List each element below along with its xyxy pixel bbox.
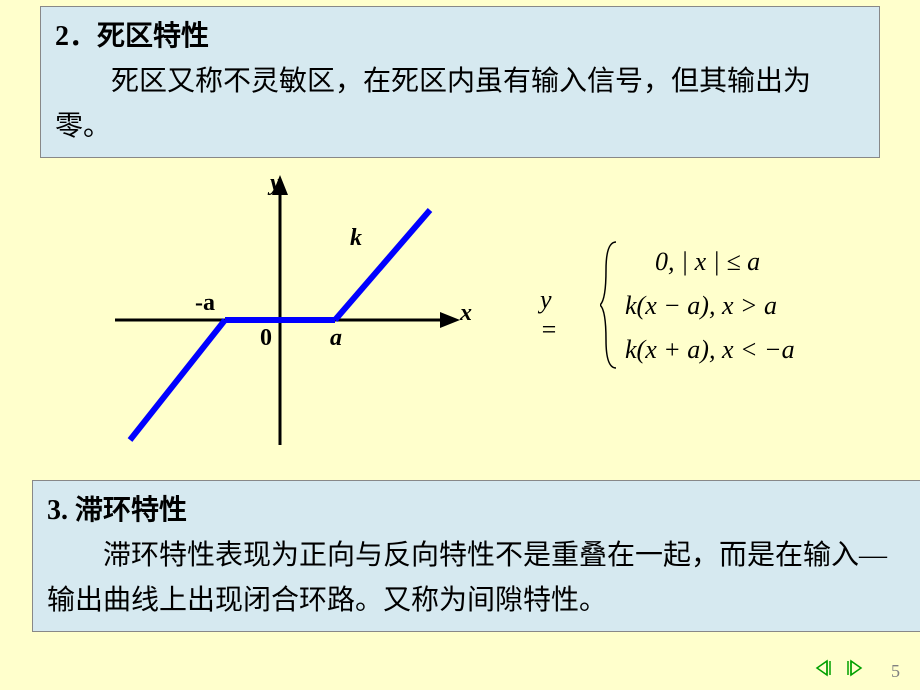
section-hysteresis: 3. 滞环特性 滞环特性表现为正向与反向特性不是重叠在一起，而是在输入—输出曲线… (32, 480, 920, 632)
section1-body: 死区又称不灵敏区，在死区内虽有输入信号，但其输出为零。 (55, 60, 865, 150)
prev-button[interactable] (813, 657, 835, 684)
eq-case2: k(x − a), x > a (625, 284, 795, 328)
page-number: 5 (891, 661, 900, 682)
y-axis-label: y (270, 170, 281, 197)
brace (600, 240, 620, 370)
diagram-area: y x k -a a 0 y = 0, | x | ≤ a k(x − a), … (60, 170, 860, 470)
next-button[interactable] (843, 657, 865, 684)
prev-icon (813, 657, 835, 679)
dead-zone-chart (110, 170, 470, 450)
eq-lhs: y = (540, 285, 558, 345)
section2-title: 3. 滞环特性 (47, 489, 909, 534)
section-dead-zone: 2．死区特性 死区又称不灵敏区，在死区内虽有输入信号，但其输出为零。 (40, 6, 880, 158)
origin-label: 0 (260, 325, 272, 352)
pos-a-label: a (330, 325, 342, 352)
next-icon (843, 657, 865, 679)
eq-case1: 0, | x | ≤ a (625, 240, 795, 284)
slope-label: k (350, 225, 362, 252)
x-axis-label: x (460, 300, 472, 327)
x-arrow (440, 312, 460, 328)
nav-controls (809, 657, 865, 684)
section1-title: 2．死区特性 (55, 15, 865, 60)
line-left (130, 320, 225, 440)
neg-a-label: -a (195, 290, 215, 317)
section2-body: 滞环特性表现为正向与反向特性不是重叠在一起，而是在输入—输出曲线上出现闭合环路。… (47, 534, 909, 624)
eq-case3: k(x + a), x < −a (625, 328, 795, 372)
